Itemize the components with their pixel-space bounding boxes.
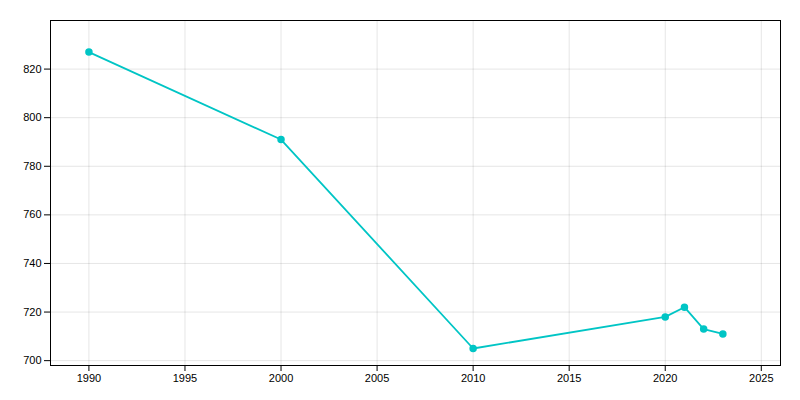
svg-text:1990: 1990	[77, 372, 101, 384]
svg-text:2015: 2015	[557, 372, 581, 384]
svg-text:720: 720	[23, 306, 41, 318]
svg-text:2020: 2020	[653, 372, 677, 384]
svg-text:2000: 2000	[269, 372, 293, 384]
svg-text:820: 820	[23, 63, 41, 75]
svg-text:740: 740	[23, 257, 41, 269]
svg-text:1995: 1995	[173, 372, 197, 384]
svg-text:2005: 2005	[365, 372, 389, 384]
svg-text:800: 800	[23, 111, 41, 123]
svg-text:780: 780	[23, 160, 41, 172]
svg-text:700: 700	[23, 354, 41, 366]
svg-text:760: 760	[23, 208, 41, 220]
svg-text:2025: 2025	[749, 372, 773, 384]
svg-text:2010: 2010	[461, 372, 485, 384]
